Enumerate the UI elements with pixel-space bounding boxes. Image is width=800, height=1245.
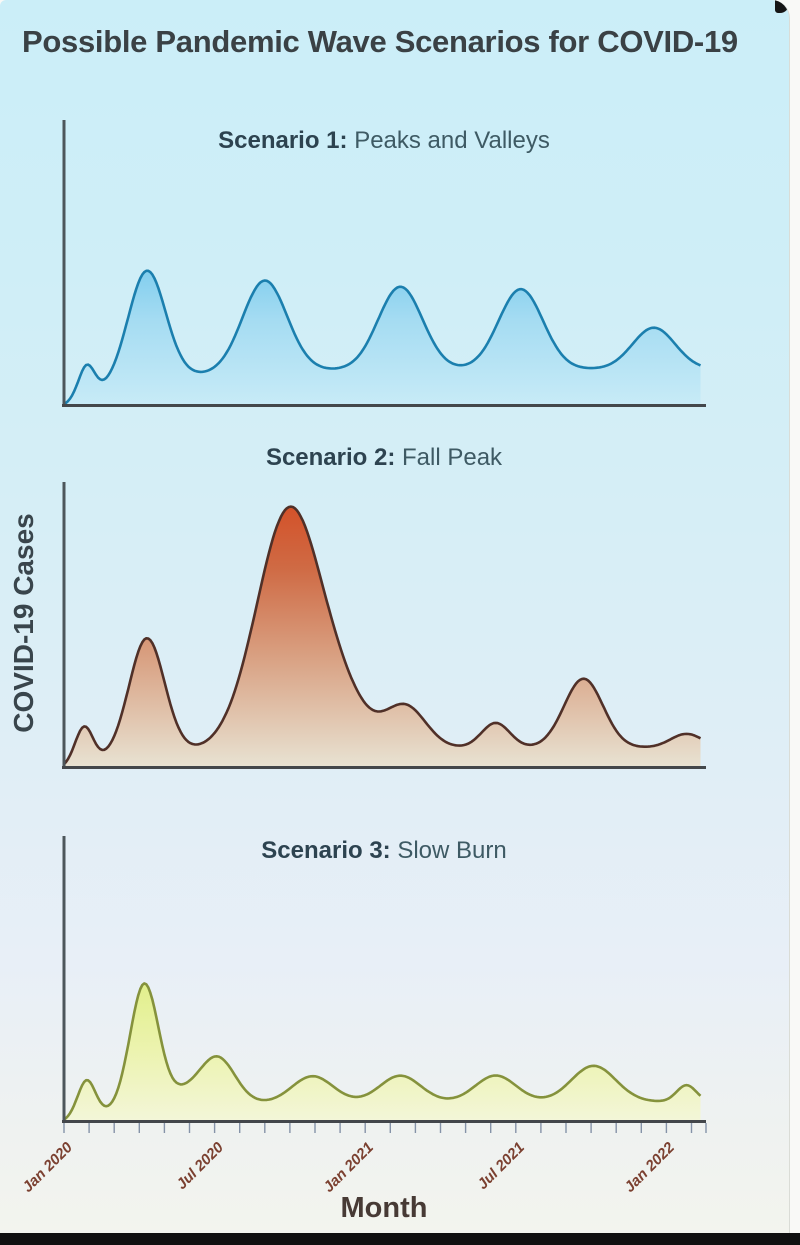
- scenario-3-wave-chart: [62, 836, 707, 1133]
- scenario-2-title-rest: Fall Peak: [402, 444, 503, 471]
- x-axis-label: Month: [340, 1192, 428, 1224]
- scenario-2-title-bold: Scenario 2:: [265, 444, 396, 471]
- scenario-2-curve: [63, 505, 702, 766]
- scenario-2-wave-chart: [62, 482, 706, 769]
- scenario-1-curve: [63, 269, 702, 406]
- corner-mark-decoration: [775, 0, 789, 13]
- scenario-2-title: Scenario 2: Fall Peak: [62, 444, 706, 472]
- scenario-3-area-fill: [64, 983, 701, 1121]
- scenario-1-title: Scenario 1: Peaks and Valleys: [62, 127, 706, 155]
- chart-card: Possible Pandemic Wave Scenarios for COV…: [0, 0, 790, 1233]
- scenario-1-wave-chart: [62, 120, 706, 407]
- scenario-3-title-bold: Scenario 3:: [261, 837, 391, 864]
- scenario-3-title-rest: Slow Burn: [397, 837, 507, 864]
- scenario-1-title-rest: Peaks and Valleys: [354, 127, 550, 154]
- scenario-2-area-fill: [64, 506, 701, 767]
- scenario-3-curve: [63, 982, 702, 1121]
- scenario-1-area-fill: [64, 270, 701, 405]
- page-title: Possible Pandemic Wave Scenarios for COV…: [22, 24, 738, 59]
- y-axis-label: COVID-19 Cases: [8, 513, 39, 733]
- x-axis-minor-ticks: [63, 1123, 707, 1133]
- scenario-3-title: Scenario 3: Slow Burn: [62, 837, 706, 865]
- bottom-black-bar: [0, 1233, 800, 1245]
- scenario-1-title-bold: Scenario 1:: [218, 127, 348, 154]
